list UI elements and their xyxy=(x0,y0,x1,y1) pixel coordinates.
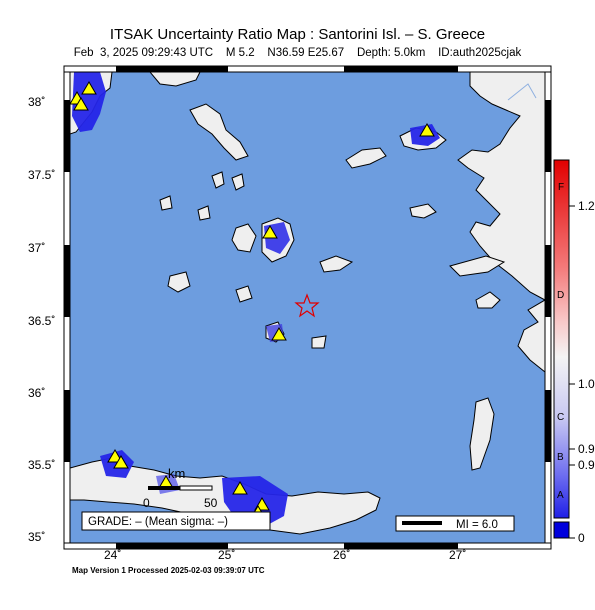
colorbar: F D C B A 1.2 1.0 0.9 0.9 0 xyxy=(553,159,595,545)
grade-letter: B xyxy=(557,452,564,463)
lon-tick: 27˚ xyxy=(449,548,466,562)
lat-tick: 38˚ xyxy=(28,95,45,109)
scale-bar: km 0 50 xyxy=(143,466,218,510)
grade-text: GRADE: – (Mean sigma: –) xyxy=(88,516,228,528)
turkey-coast xyxy=(457,72,545,301)
lat-tick: 36˚ xyxy=(28,386,45,400)
colorbar-value: 0.9 xyxy=(578,442,595,456)
epicenter-star xyxy=(294,293,320,318)
grade-letter: F xyxy=(558,182,564,193)
lon-axis: 24˚ 25˚ 26˚ 27˚ xyxy=(104,548,466,562)
lat-tick: 36.5˚ xyxy=(28,314,55,328)
euboea xyxy=(189,103,249,161)
kos xyxy=(449,255,506,277)
lat-tick: 37˚ xyxy=(28,241,45,255)
scale-end: 50 xyxy=(204,496,218,510)
lon-tick: 26˚ xyxy=(333,548,350,562)
colorbar-value: 0 xyxy=(578,531,585,545)
map-area xyxy=(70,72,545,543)
grade-box: GRADE: – (Mean sigma: –) xyxy=(81,511,271,531)
lat-tick: 35.5˚ xyxy=(28,458,55,472)
lat-tick: 35˚ xyxy=(28,530,45,544)
lat-tick: 37.5˚ xyxy=(28,168,55,182)
scale-start: 0 xyxy=(143,496,150,510)
sea xyxy=(70,72,545,543)
map-frame xyxy=(63,65,552,550)
mi-text: MI = 6.0 xyxy=(456,519,498,531)
colorbar-value: 1.2 xyxy=(578,199,595,213)
colorbar-value: 0.9 xyxy=(578,458,595,472)
scale-unit: km xyxy=(168,466,185,481)
mi-box: MI = 6.0 xyxy=(395,515,515,532)
event-info: Feb 3, 2025 09:29:43 UTC M 5.2 N36.59 E2… xyxy=(73,47,522,59)
lat-axis: 38˚ 37.5˚ 37˚ 36.5˚ 36˚ 35.5˚ 35˚ xyxy=(28,95,55,544)
processing-note: Map Version 1 Processed 2025-02-03 09:39… xyxy=(72,566,265,575)
lon-tick: 25˚ xyxy=(218,548,235,562)
colorbar-value: 1.0 xyxy=(578,377,595,391)
grade-letter: A xyxy=(557,490,564,501)
karpathos xyxy=(469,397,495,471)
map-title: ITSAK Uncertainty Ratio Map : Santorini … xyxy=(109,26,486,43)
grade-letter: C xyxy=(557,412,564,423)
lon-tick: 24˚ xyxy=(104,548,121,562)
paros xyxy=(231,223,257,253)
grade-letter: D xyxy=(557,290,564,301)
